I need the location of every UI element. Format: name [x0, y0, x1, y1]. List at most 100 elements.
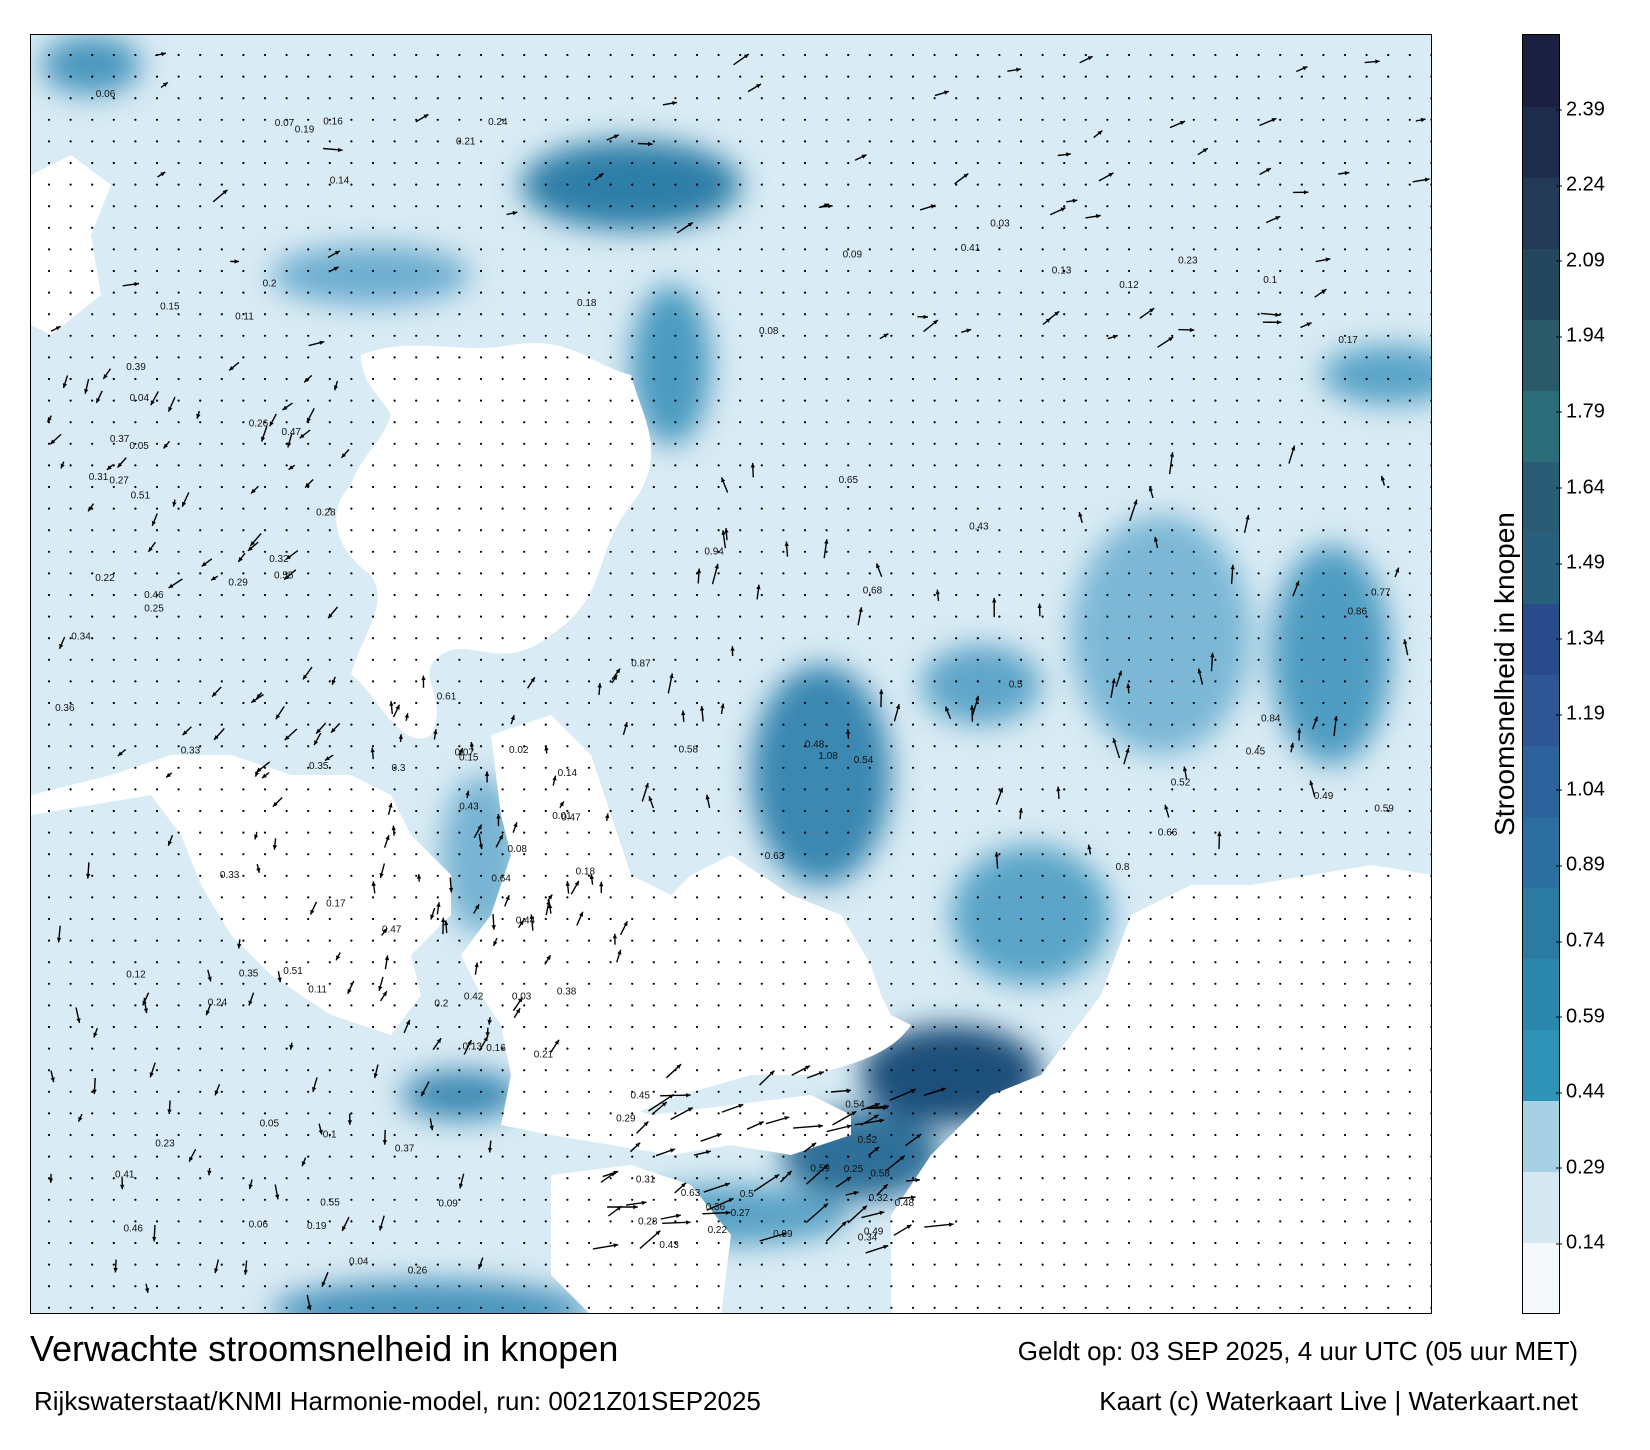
grid-point	[393, 291, 396, 294]
grid-point	[782, 1306, 785, 1309]
current-arrow	[641, 782, 649, 802]
grid-point	[371, 809, 375, 813]
current-arrow	[1297, 728, 1302, 741]
grid-point	[674, 269, 677, 273]
grid-point	[955, 723, 958, 726]
grid-point	[307, 183, 310, 186]
current-arrow	[327, 606, 339, 619]
current-arrow	[1018, 807, 1023, 820]
grid-point	[523, 464, 526, 467]
grid-point	[1063, 485, 1066, 489]
grid-point	[998, 291, 1001, 294]
grid-point	[155, 637, 159, 640]
grid-point	[717, 637, 720, 640]
speed-label: 0.58	[870, 1168, 890, 1179]
current-arrow	[759, 1070, 775, 1086]
grid-point	[1063, 183, 1066, 186]
grid-point	[998, 118, 1001, 121]
speed-label: 0.19	[295, 125, 315, 136]
grid-point	[393, 1241, 396, 1245]
grid-point	[1063, 745, 1066, 748]
current-arrow	[612, 933, 618, 945]
colorbar-band	[1523, 1242, 1559, 1313]
current-arrow	[373, 1064, 379, 1079]
grid-point	[199, 485, 202, 489]
grid-point	[47, 1155, 51, 1158]
grid-point	[1214, 1069, 1217, 1072]
grid-point	[1430, 356, 1431, 359]
grid-point	[242, 529, 245, 532]
grid-point	[717, 334, 720, 337]
grid-point	[328, 1285, 331, 1288]
grid-point	[998, 313, 1001, 316]
grid-point	[328, 1069, 331, 1072]
grid-point	[1365, 982, 1368, 985]
grid-point	[868, 615, 871, 618]
grid-point	[739, 1155, 742, 1158]
grid-point	[1365, 313, 1368, 316]
grid-point	[976, 161, 979, 165]
grid-point	[1019, 1177, 1023, 1180]
grid-point	[674, 1263, 677, 1266]
current-arrow	[272, 796, 283, 808]
grid-point	[1257, 1069, 1260, 1072]
grid-point	[1106, 1133, 1109, 1137]
grid-point	[69, 766, 72, 769]
grid-point	[695, 766, 699, 769]
grid-point	[695, 399, 699, 402]
current-arrow	[905, 1133, 922, 1147]
grid-point	[911, 550, 915, 553]
grid-point	[155, 593, 159, 597]
grid-point	[415, 788, 418, 791]
grid-point	[263, 1263, 267, 1266]
grid-point	[587, 1047, 591, 1050]
grid-point	[220, 637, 223, 640]
grid-point	[1257, 1155, 1260, 1158]
grid-point	[371, 442, 375, 445]
grid-point	[782, 1090, 785, 1093]
grid-point	[134, 183, 137, 186]
grid-point	[1430, 1025, 1431, 1029]
grid-point	[717, 593, 720, 597]
grid-point	[1019, 896, 1023, 899]
speed-label: 0.12	[126, 969, 146, 980]
grid-point	[134, 961, 137, 964]
grid-point	[1041, 982, 1044, 985]
grid-point	[1041, 550, 1044, 553]
grid-point	[1019, 183, 1023, 186]
current-arrow	[50, 1070, 55, 1083]
grid-point	[220, 1263, 223, 1266]
current-arrow	[780, 1170, 793, 1183]
grid-point	[1106, 615, 1109, 618]
grid-point	[1257, 723, 1260, 726]
grid-point	[803, 399, 807, 402]
grid-point	[1084, 961, 1087, 964]
grid-point	[998, 1285, 1001, 1288]
grid-point	[933, 485, 936, 489]
grid-point	[371, 1047, 375, 1050]
current-arrow	[250, 485, 259, 495]
grid-point	[868, 874, 871, 877]
grid-point	[739, 1004, 742, 1007]
grid-point	[47, 572, 51, 575]
current-arrow	[478, 1036, 489, 1052]
grid-point	[955, 1220, 958, 1223]
grid-point	[1408, 593, 1411, 597]
grid-point	[479, 593, 483, 597]
grid-point	[501, 982, 504, 985]
grid-point	[155, 356, 159, 359]
grid-point	[998, 485, 1001, 489]
grid-point	[976, 788, 979, 791]
grid-point	[523, 313, 526, 316]
grid-point	[566, 1133, 569, 1137]
grid-point	[803, 1198, 807, 1201]
grid-point	[242, 1198, 245, 1201]
current-arrow	[463, 1039, 473, 1055]
grid-point	[825, 1025, 828, 1029]
grid-point	[47, 161, 51, 165]
grid-point	[868, 766, 871, 769]
grid-point	[1214, 1112, 1217, 1115]
grid-point	[674, 917, 677, 921]
grid-point	[1041, 421, 1044, 424]
grid-point	[782, 896, 785, 899]
